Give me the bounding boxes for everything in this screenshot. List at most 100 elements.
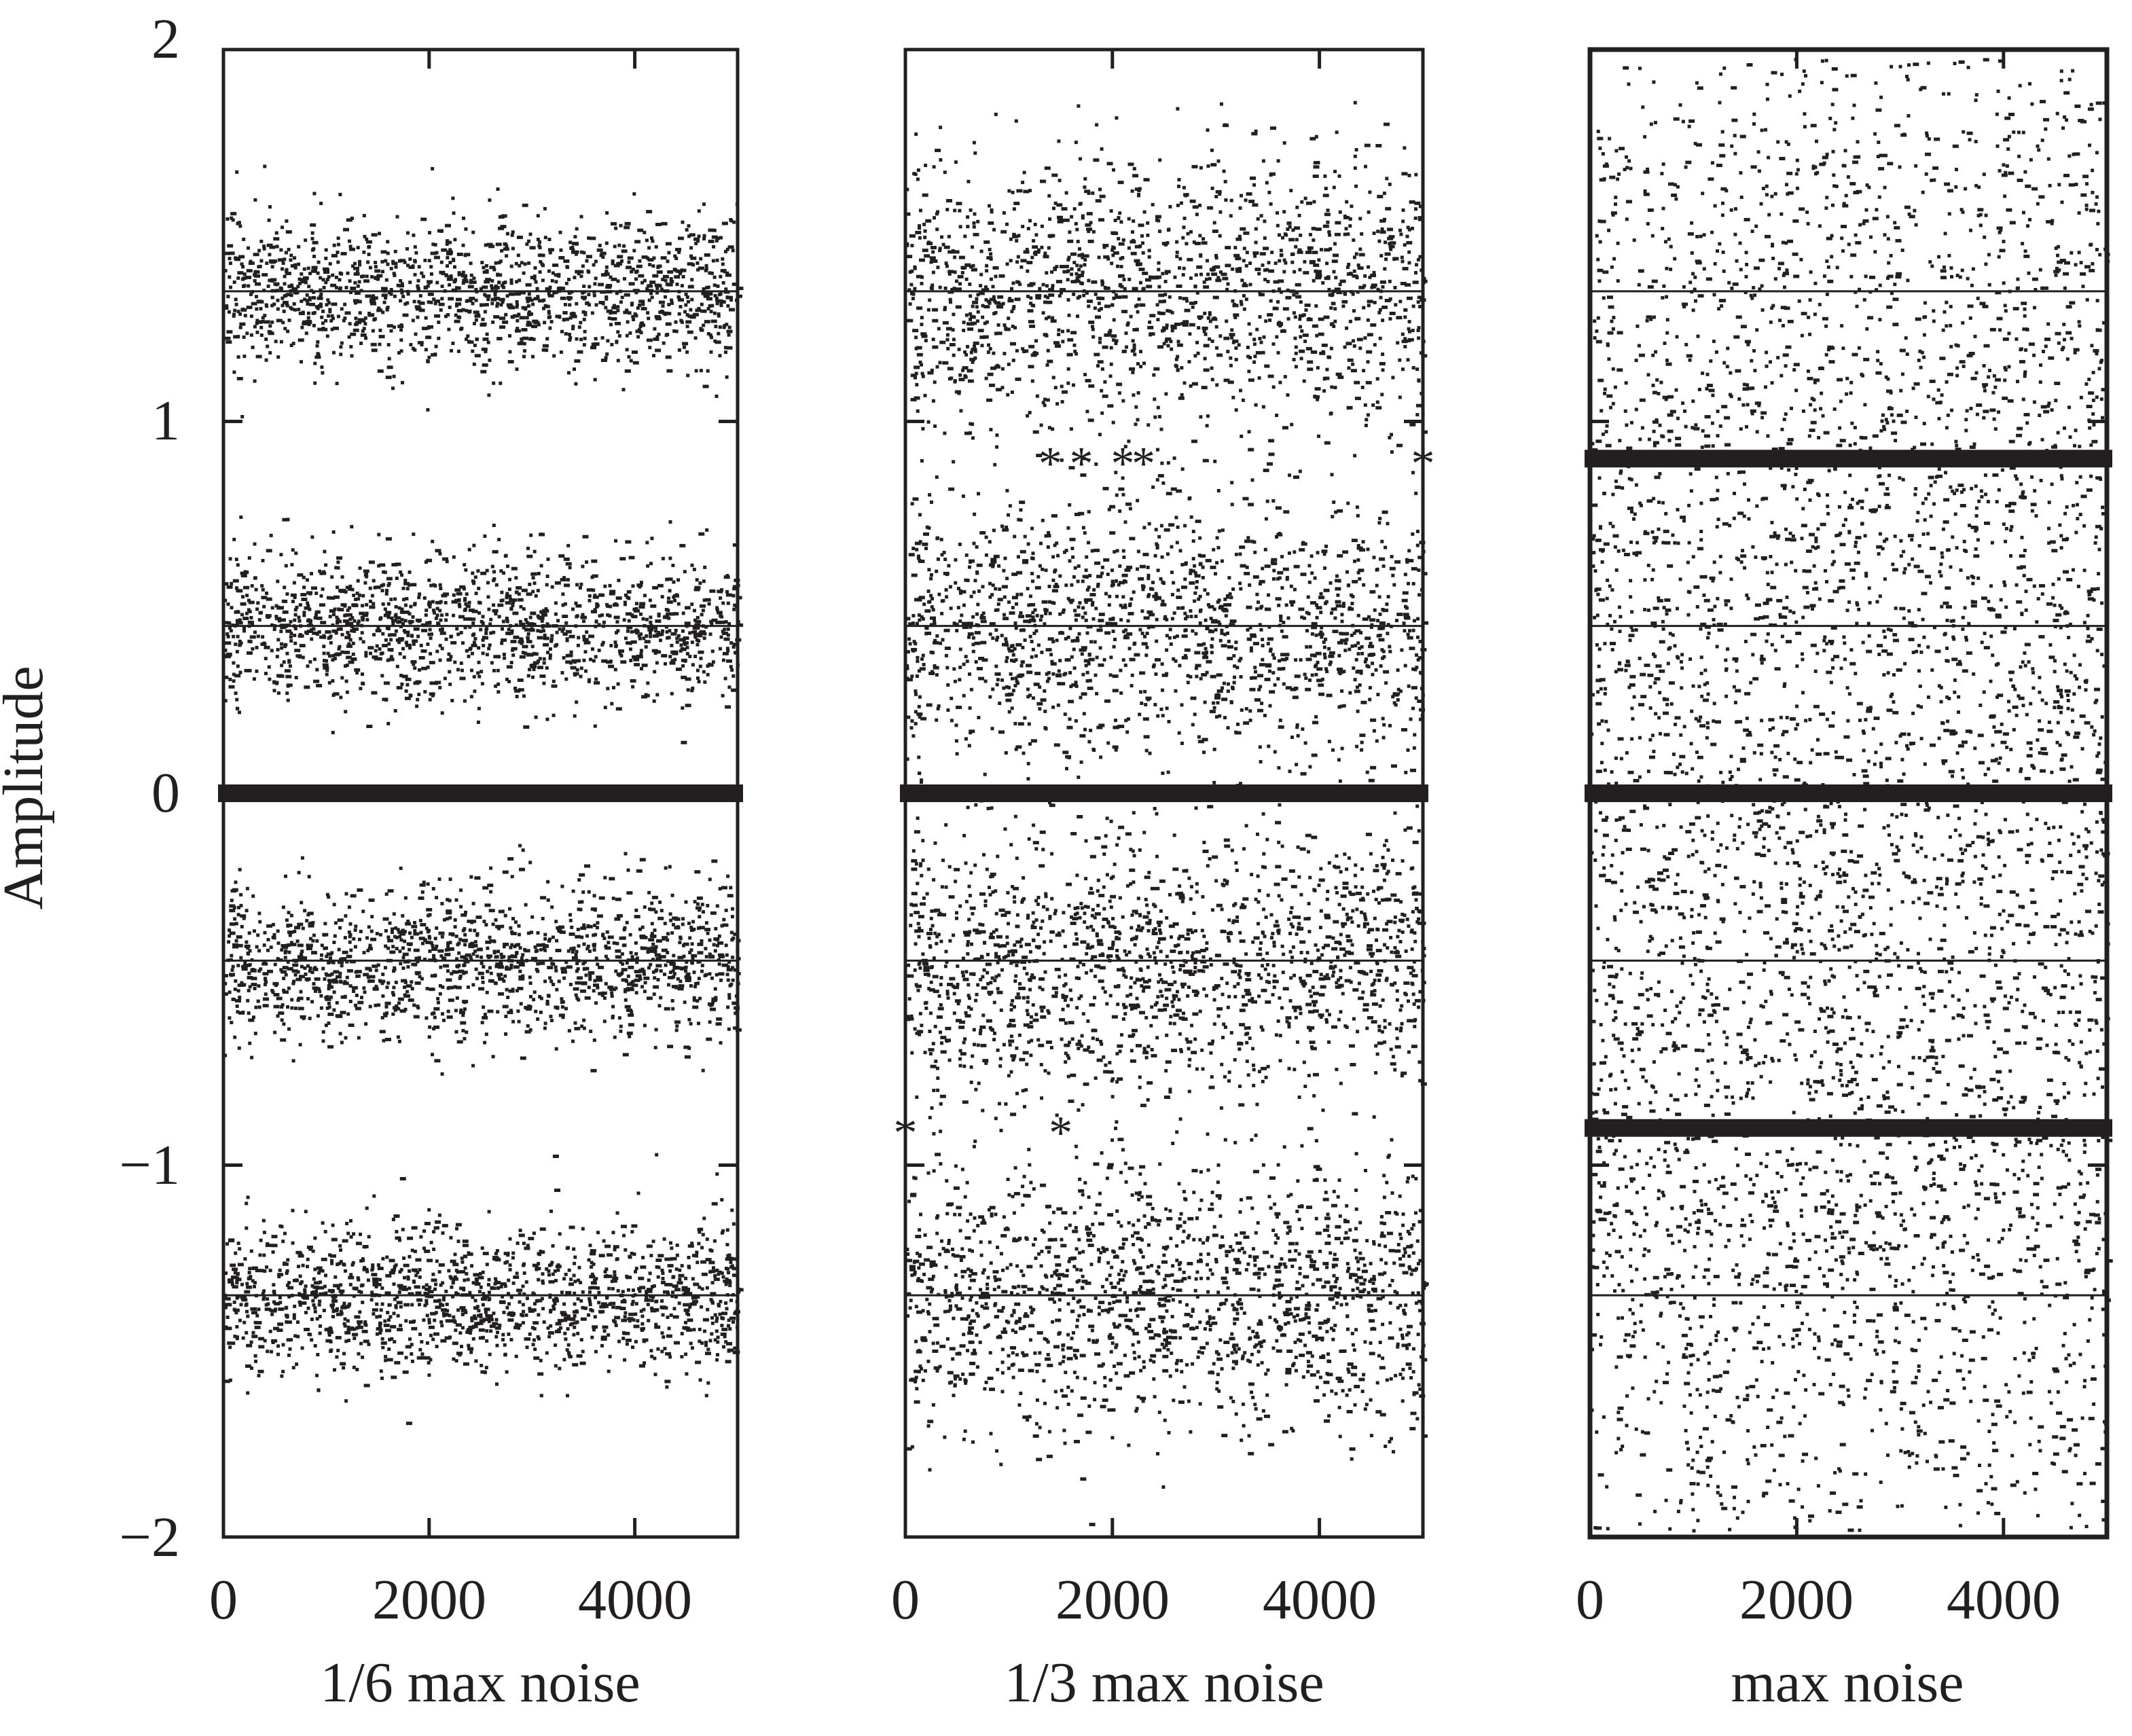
data-point (683, 942, 689, 946)
data-point (532, 1321, 539, 1325)
data-point (338, 608, 344, 612)
data-point (312, 967, 317, 971)
data-point (671, 985, 678, 989)
data-point (676, 578, 681, 582)
data-point (232, 679, 236, 683)
data-point (254, 1325, 261, 1329)
data-point (496, 337, 501, 341)
data-point (290, 562, 294, 566)
data-point (661, 1271, 665, 1276)
data-point (713, 949, 717, 953)
data-point (685, 325, 689, 329)
data-point (328, 636, 332, 640)
data-point (327, 681, 331, 685)
data-point (232, 1285, 236, 1289)
data-point (310, 223, 317, 227)
data-point (284, 600, 288, 603)
data-point (638, 1364, 645, 1368)
data-point (275, 655, 279, 659)
data-point (580, 935, 584, 939)
data-point (452, 970, 458, 974)
data-point (655, 223, 662, 226)
data-point (532, 998, 536, 1002)
data-point (401, 647, 405, 651)
data-point (276, 579, 280, 583)
data-point (223, 598, 228, 602)
data-point (245, 940, 249, 944)
data-point (434, 314, 441, 318)
data-point (619, 1029, 623, 1033)
data-point (588, 974, 592, 978)
data-point (426, 643, 430, 646)
data-point (503, 281, 507, 285)
data-point (442, 918, 446, 922)
data-point (361, 681, 365, 685)
data-point (640, 967, 645, 971)
data-point (281, 261, 285, 265)
data-point (575, 668, 579, 672)
data-point (305, 299, 309, 303)
data-point (365, 611, 369, 615)
data-point (283, 645, 287, 649)
data-point (519, 1002, 523, 1006)
data-point (526, 592, 532, 596)
data-point (276, 307, 280, 311)
data-point (234, 586, 238, 590)
data-point (651, 264, 655, 268)
data-point (672, 650, 679, 654)
data-point (417, 265, 421, 269)
data-point (624, 1005, 631, 1009)
data-point (436, 1000, 440, 1005)
data-point (471, 230, 475, 234)
data-point (496, 273, 500, 277)
data-point (582, 297, 586, 301)
data-point (316, 340, 320, 344)
data-point (670, 999, 674, 1002)
data-point (554, 581, 561, 585)
data-point (660, 632, 664, 636)
data-point (261, 587, 265, 592)
data-point (695, 643, 700, 647)
data-point (539, 947, 543, 952)
data-point (655, 964, 662, 968)
data-point (690, 297, 694, 302)
data-point (328, 654, 331, 658)
data-point (646, 338, 653, 342)
data-point (702, 670, 706, 674)
data-point (500, 1282, 507, 1286)
data-point (580, 926, 587, 930)
panel-1-sixth-noise: 0 2000 4000 1/6 max noise (209, 48, 744, 1714)
data-point (490, 979, 494, 983)
data-point (255, 295, 258, 299)
data-point (321, 1039, 325, 1043)
data-point (306, 578, 309, 582)
data-point (628, 988, 634, 992)
data-point (552, 1307, 556, 1311)
data-point (404, 640, 408, 645)
data-point (276, 1344, 281, 1348)
data-point (539, 961, 545, 965)
data-point (685, 295, 689, 299)
data-point (237, 1263, 244, 1267)
data-point (715, 943, 719, 947)
data-point (721, 257, 725, 261)
data-point (353, 1337, 357, 1341)
data-point (374, 649, 378, 653)
data-point (284, 293, 288, 297)
data-point (639, 581, 643, 585)
data-point (626, 612, 632, 616)
data-point (692, 1005, 699, 1009)
data-point (276, 648, 280, 652)
data-point (674, 257, 679, 260)
data-point (573, 987, 579, 991)
data-point (313, 381, 317, 385)
data-point (245, 1282, 249, 1286)
data-point (536, 295, 540, 299)
data-point (472, 543, 476, 547)
data-point (410, 1359, 414, 1363)
data-point (613, 264, 620, 268)
data-point (620, 660, 627, 664)
data-point (389, 1271, 395, 1275)
data-point (313, 679, 320, 683)
data-point (713, 998, 717, 1002)
